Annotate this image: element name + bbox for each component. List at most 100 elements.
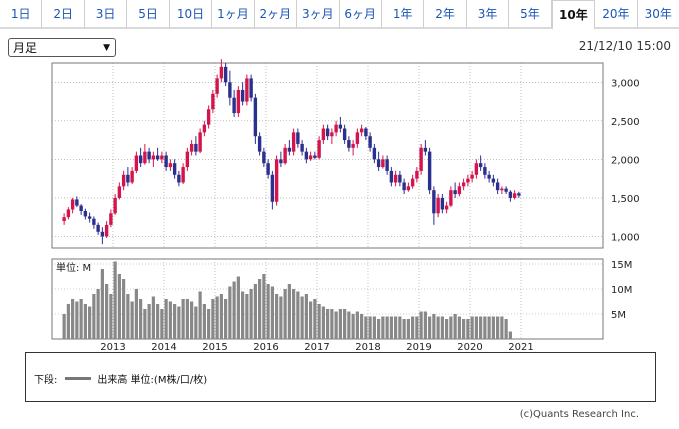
candle-body (291, 132, 296, 152)
volume-tick-label: 5M (611, 310, 626, 321)
volume-bar (147, 304, 151, 339)
candle-body (198, 132, 202, 152)
volume-bar (262, 274, 266, 339)
volume-bar (504, 319, 508, 339)
candle-body (504, 188, 508, 192)
candle-body (143, 151, 147, 164)
volume-bar (360, 314, 364, 339)
candle-body (100, 231, 105, 237)
volume-bar (483, 316, 487, 339)
tab-1[interactable]: 2日 (42, 0, 85, 29)
x-tick-label: 2019 (406, 342, 431, 350)
volume-bar (491, 316, 495, 339)
candle-body (398, 174, 402, 183)
candle-body (368, 136, 372, 148)
tab-4[interactable]: 10日 (169, 0, 213, 29)
candle-body (389, 170, 394, 183)
candle-body (253, 97, 258, 137)
volume-bar (232, 281, 236, 339)
volume-bar (241, 291, 245, 339)
candle-body (436, 197, 440, 214)
volume-bar (181, 299, 185, 339)
candle-body (62, 217, 66, 222)
candle-period-select[interactable]: 月足 ▼ (8, 38, 116, 57)
tab-5[interactable]: 1ヶ月 (212, 0, 255, 29)
tab-10[interactable]: 2年 (424, 0, 467, 29)
volume-bar (194, 306, 198, 339)
volume-bar (143, 309, 147, 339)
volume-bar (100, 269, 104, 339)
tab-2[interactable]: 3日 (84, 0, 128, 29)
candle-body (70, 199, 75, 210)
x-tick-label: 2015 (202, 342, 227, 350)
volume-bar (381, 316, 385, 339)
candle-body (508, 191, 513, 198)
candle-body (444, 205, 449, 210)
legend-box: 下段: 出来高 単位:(M株/口/枚) (25, 352, 656, 402)
candle-body (432, 190, 436, 214)
volume-bar (105, 284, 109, 339)
tab-12[interactable]: 5年 (509, 0, 552, 29)
candle-body (470, 174, 474, 179)
volume-bar (160, 309, 164, 339)
volume-bar (245, 294, 249, 339)
candle-body (334, 124, 338, 133)
candle-body (419, 147, 423, 171)
candle-body (461, 182, 466, 187)
candle-body (79, 205, 83, 211)
candle-body (325, 128, 330, 137)
tab-8[interactable]: 6ヶ月 (339, 0, 382, 29)
candle-body (232, 97, 236, 114)
candle-body (206, 109, 211, 125)
volume-bar (224, 299, 228, 339)
volume-legend-swatch (65, 377, 92, 380)
candle-body (270, 174, 275, 202)
candle-body (474, 163, 479, 175)
candle-body (449, 190, 453, 206)
tab-7[interactable]: 3ヶ月 (297, 0, 340, 29)
tab-14[interactable]: 20年 (595, 0, 638, 29)
candle-body (500, 188, 504, 191)
candle-body (512, 193, 517, 198)
candle-body (495, 182, 500, 191)
x-tick-label: 2021 (508, 342, 533, 350)
candle-body (177, 174, 181, 183)
volume-bar (500, 316, 504, 339)
volume-bar (109, 294, 113, 339)
volume-bar (88, 306, 92, 339)
volume-bar (428, 316, 432, 339)
tab-9[interactable]: 1年 (381, 0, 425, 29)
candle-body (440, 197, 445, 210)
volume-bar (406, 319, 410, 339)
volume-bar (317, 304, 321, 339)
volume-bar (71, 299, 75, 339)
candle-body (138, 155, 143, 164)
volume-bar (122, 279, 126, 339)
volume-bar (66, 304, 70, 339)
tab-15[interactable]: 30年 (637, 0, 679, 29)
candle-body (491, 178, 496, 183)
volume-bar (279, 296, 283, 339)
candle-body (75, 199, 79, 206)
candle-body (126, 174, 130, 183)
tab-11[interactable]: 3年 (466, 0, 510, 29)
volume-bar (313, 299, 317, 339)
tab-13[interactable]: 10年 (551, 0, 596, 30)
candle-body (300, 143, 304, 152)
candle-body (147, 151, 151, 160)
candle-body (517, 193, 521, 196)
volume-bar (156, 304, 160, 339)
tab-0[interactable]: 1日 (0, 0, 43, 29)
candle-body (342, 128, 347, 141)
candle-body (283, 147, 287, 164)
candle-body (130, 170, 134, 183)
candle-body (245, 78, 249, 102)
tab-6[interactable]: 2ヶ月 (254, 0, 298, 29)
candle-body (410, 178, 415, 187)
legend-prefix: 下段: (34, 375, 58, 386)
volume-bar (83, 304, 87, 339)
tab-3[interactable]: 5日 (127, 0, 170, 29)
stock-chart: 1,000 1,500 2,000 2,500 3,000 5M 10M 15M 2013 201… (51, 59, 640, 350)
candle-period-select-value: 月足 (13, 41, 38, 55)
volume-bar (283, 289, 287, 339)
